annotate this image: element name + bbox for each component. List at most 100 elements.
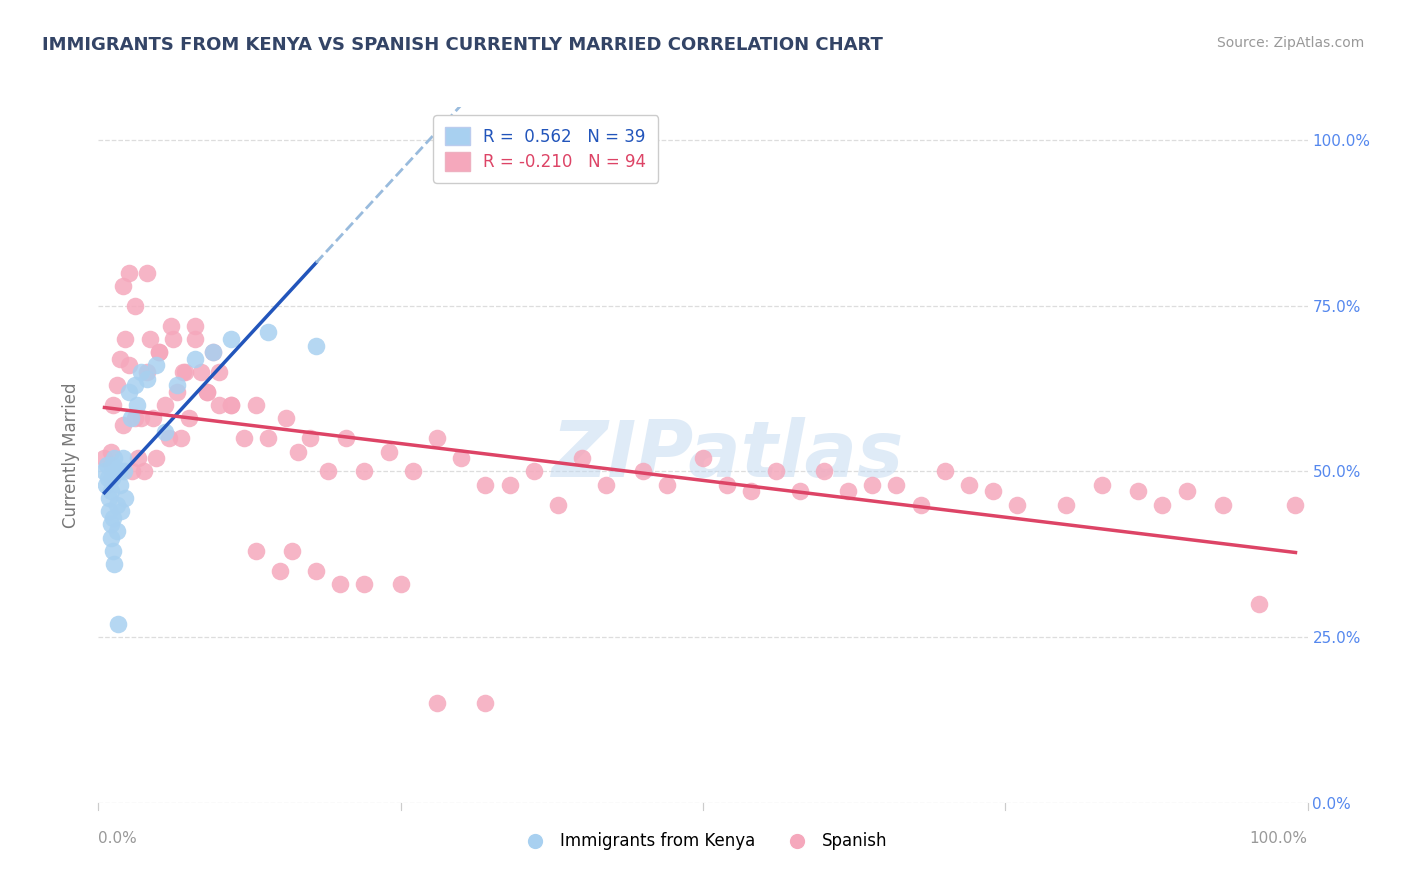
Point <box>124 378 146 392</box>
Point <box>245 544 267 558</box>
Point <box>595 477 617 491</box>
Point <box>153 398 176 412</box>
Point <box>111 418 134 433</box>
Point <box>118 384 141 399</box>
Point <box>316 465 339 479</box>
Point <box>1091 477 1114 491</box>
Point <box>169 431 191 445</box>
Point <box>111 451 134 466</box>
Point <box>174 365 197 379</box>
Y-axis label: Currently Married: Currently Married <box>62 382 80 528</box>
Point <box>353 577 375 591</box>
Point <box>547 498 569 512</box>
Point <box>105 378 128 392</box>
Point <box>101 511 124 525</box>
Point <box>202 345 225 359</box>
Point <box>208 365 231 379</box>
Point <box>299 431 322 445</box>
Point <box>145 359 167 373</box>
Point <box>377 444 399 458</box>
Point <box>129 365 152 379</box>
Point <box>1175 484 1198 499</box>
Point <box>1249 597 1271 611</box>
Point <box>108 351 131 366</box>
Point <box>94 477 117 491</box>
Point <box>108 477 131 491</box>
Point <box>886 477 908 491</box>
Point <box>110 504 132 518</box>
Point <box>127 398 149 412</box>
Point <box>98 504 121 518</box>
Point <box>353 465 375 479</box>
Point <box>157 431 180 445</box>
Text: Source: ZipAtlas.com: Source: ZipAtlas.com <box>1216 36 1364 50</box>
Point <box>114 491 136 505</box>
Point <box>402 465 425 479</box>
Point <box>287 444 309 458</box>
Point <box>981 484 1004 499</box>
Point <box>145 451 167 466</box>
Point <box>195 384 218 399</box>
Point <box>124 299 146 313</box>
Point <box>740 484 762 499</box>
Point <box>305 338 328 352</box>
Point <box>162 332 184 346</box>
Point <box>166 378 188 392</box>
Text: 100.0%: 100.0% <box>1250 830 1308 846</box>
Point <box>100 471 122 485</box>
Point <box>1007 498 1029 512</box>
Point <box>221 398 243 412</box>
Point <box>118 359 141 373</box>
Point <box>1128 484 1150 499</box>
Point <box>232 431 254 445</box>
Point <box>274 411 297 425</box>
Point <box>184 318 207 333</box>
Point <box>716 477 738 491</box>
Point <box>121 465 143 479</box>
Point <box>97 471 120 485</box>
Point <box>114 332 136 346</box>
Point <box>103 451 125 466</box>
Point <box>692 451 714 466</box>
Point <box>127 451 149 466</box>
Point <box>256 326 278 340</box>
Point <box>124 411 146 425</box>
Point <box>281 544 304 558</box>
Point <box>208 398 231 412</box>
Point <box>221 332 243 346</box>
Text: IMMIGRANTS FROM KENYA VS SPANISH CURRENTLY MARRIED CORRELATION CHART: IMMIGRANTS FROM KENYA VS SPANISH CURRENT… <box>42 36 883 54</box>
Point <box>112 465 135 479</box>
Point <box>100 458 122 472</box>
Point <box>789 484 811 499</box>
Point <box>256 431 278 445</box>
Point <box>190 365 212 379</box>
Point <box>571 451 593 466</box>
Point <box>631 465 654 479</box>
Point <box>498 477 520 491</box>
Point <box>184 332 207 346</box>
Point <box>100 517 122 532</box>
Point <box>1054 498 1077 512</box>
Point <box>129 411 152 425</box>
Point <box>108 465 131 479</box>
Point <box>166 384 188 399</box>
Point <box>148 345 170 359</box>
Point <box>245 398 267 412</box>
Point <box>269 564 291 578</box>
Point <box>100 484 122 499</box>
Point <box>135 365 157 379</box>
Point <box>120 411 142 425</box>
Point <box>104 465 127 479</box>
Point <box>107 616 129 631</box>
Point <box>96 458 118 472</box>
Point <box>148 345 170 359</box>
Point <box>100 444 122 458</box>
Point <box>426 697 449 711</box>
Point <box>98 491 121 505</box>
Point <box>1284 498 1306 512</box>
Point <box>957 477 980 491</box>
Point <box>135 372 157 386</box>
Point <box>450 451 472 466</box>
Point <box>118 266 141 280</box>
Point <box>523 465 546 479</box>
